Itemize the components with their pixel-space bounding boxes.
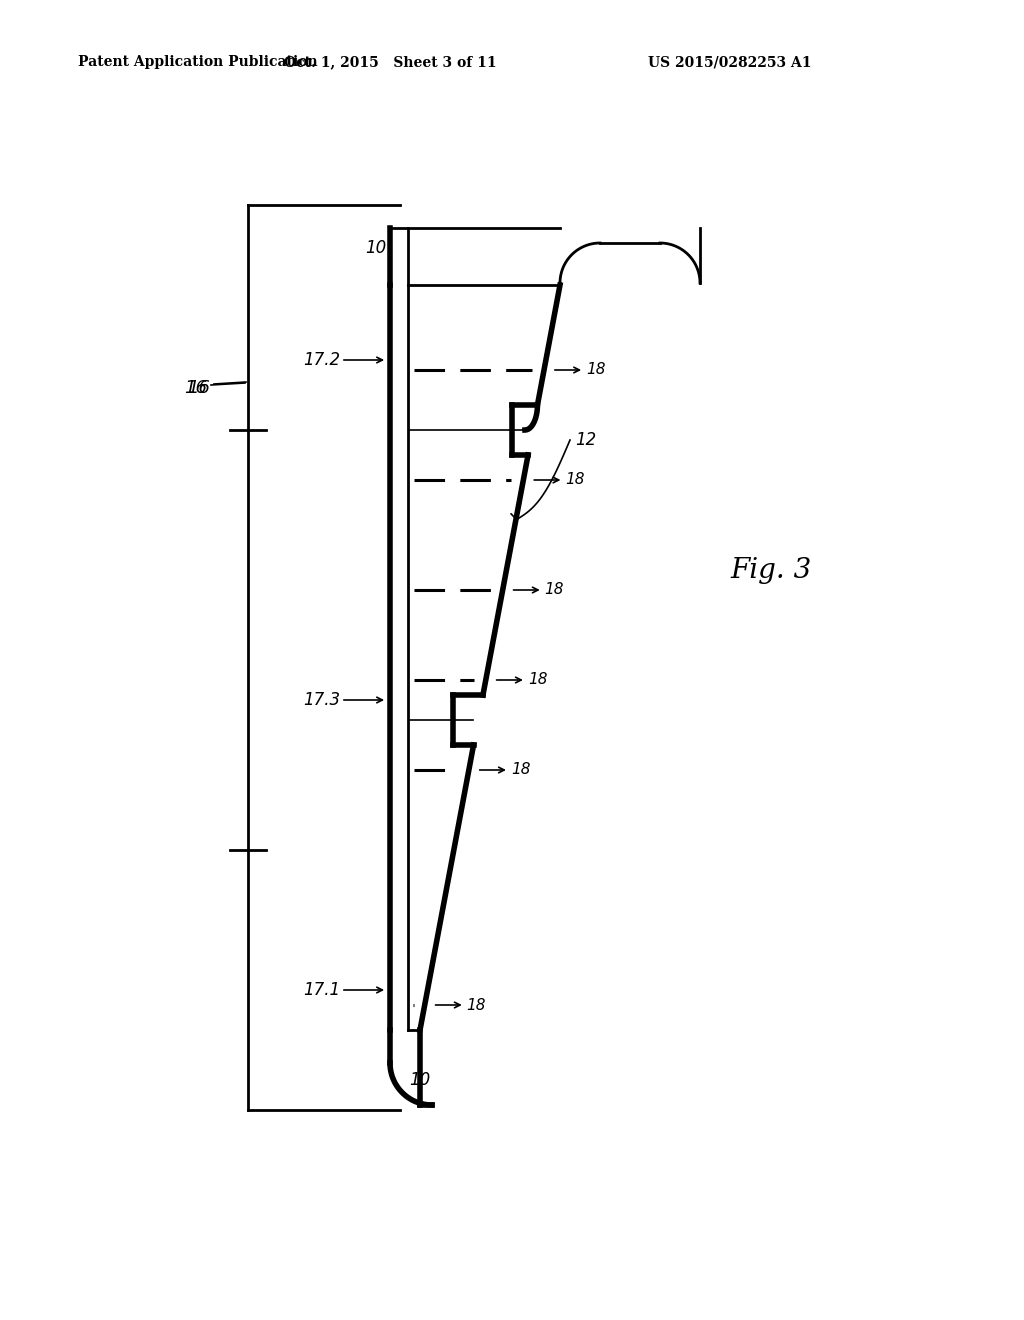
Text: Oct. 1, 2015   Sheet 3 of 11: Oct. 1, 2015 Sheet 3 of 11 [284,55,497,69]
Text: 10: 10 [365,239,386,257]
Text: 12: 12 [575,432,596,449]
Text: 18: 18 [565,473,585,487]
Text: 18: 18 [545,582,564,598]
Text: Fig. 3: Fig. 3 [730,557,811,583]
Text: 17.2: 17.2 [303,351,340,370]
Text: 18: 18 [586,363,605,378]
Text: Patent Application Publication: Patent Application Publication [78,55,317,69]
Text: 16: 16 [187,379,210,397]
Text: 17.3: 17.3 [303,690,340,709]
Text: 18: 18 [527,672,547,688]
Text: 10: 10 [410,1071,431,1089]
Text: 18: 18 [467,998,486,1012]
Text: US 2015/0282253 A1: US 2015/0282253 A1 [648,55,811,69]
Text: 16: 16 [184,379,207,397]
Text: 18: 18 [511,763,530,777]
Text: 17.1: 17.1 [303,981,340,999]
